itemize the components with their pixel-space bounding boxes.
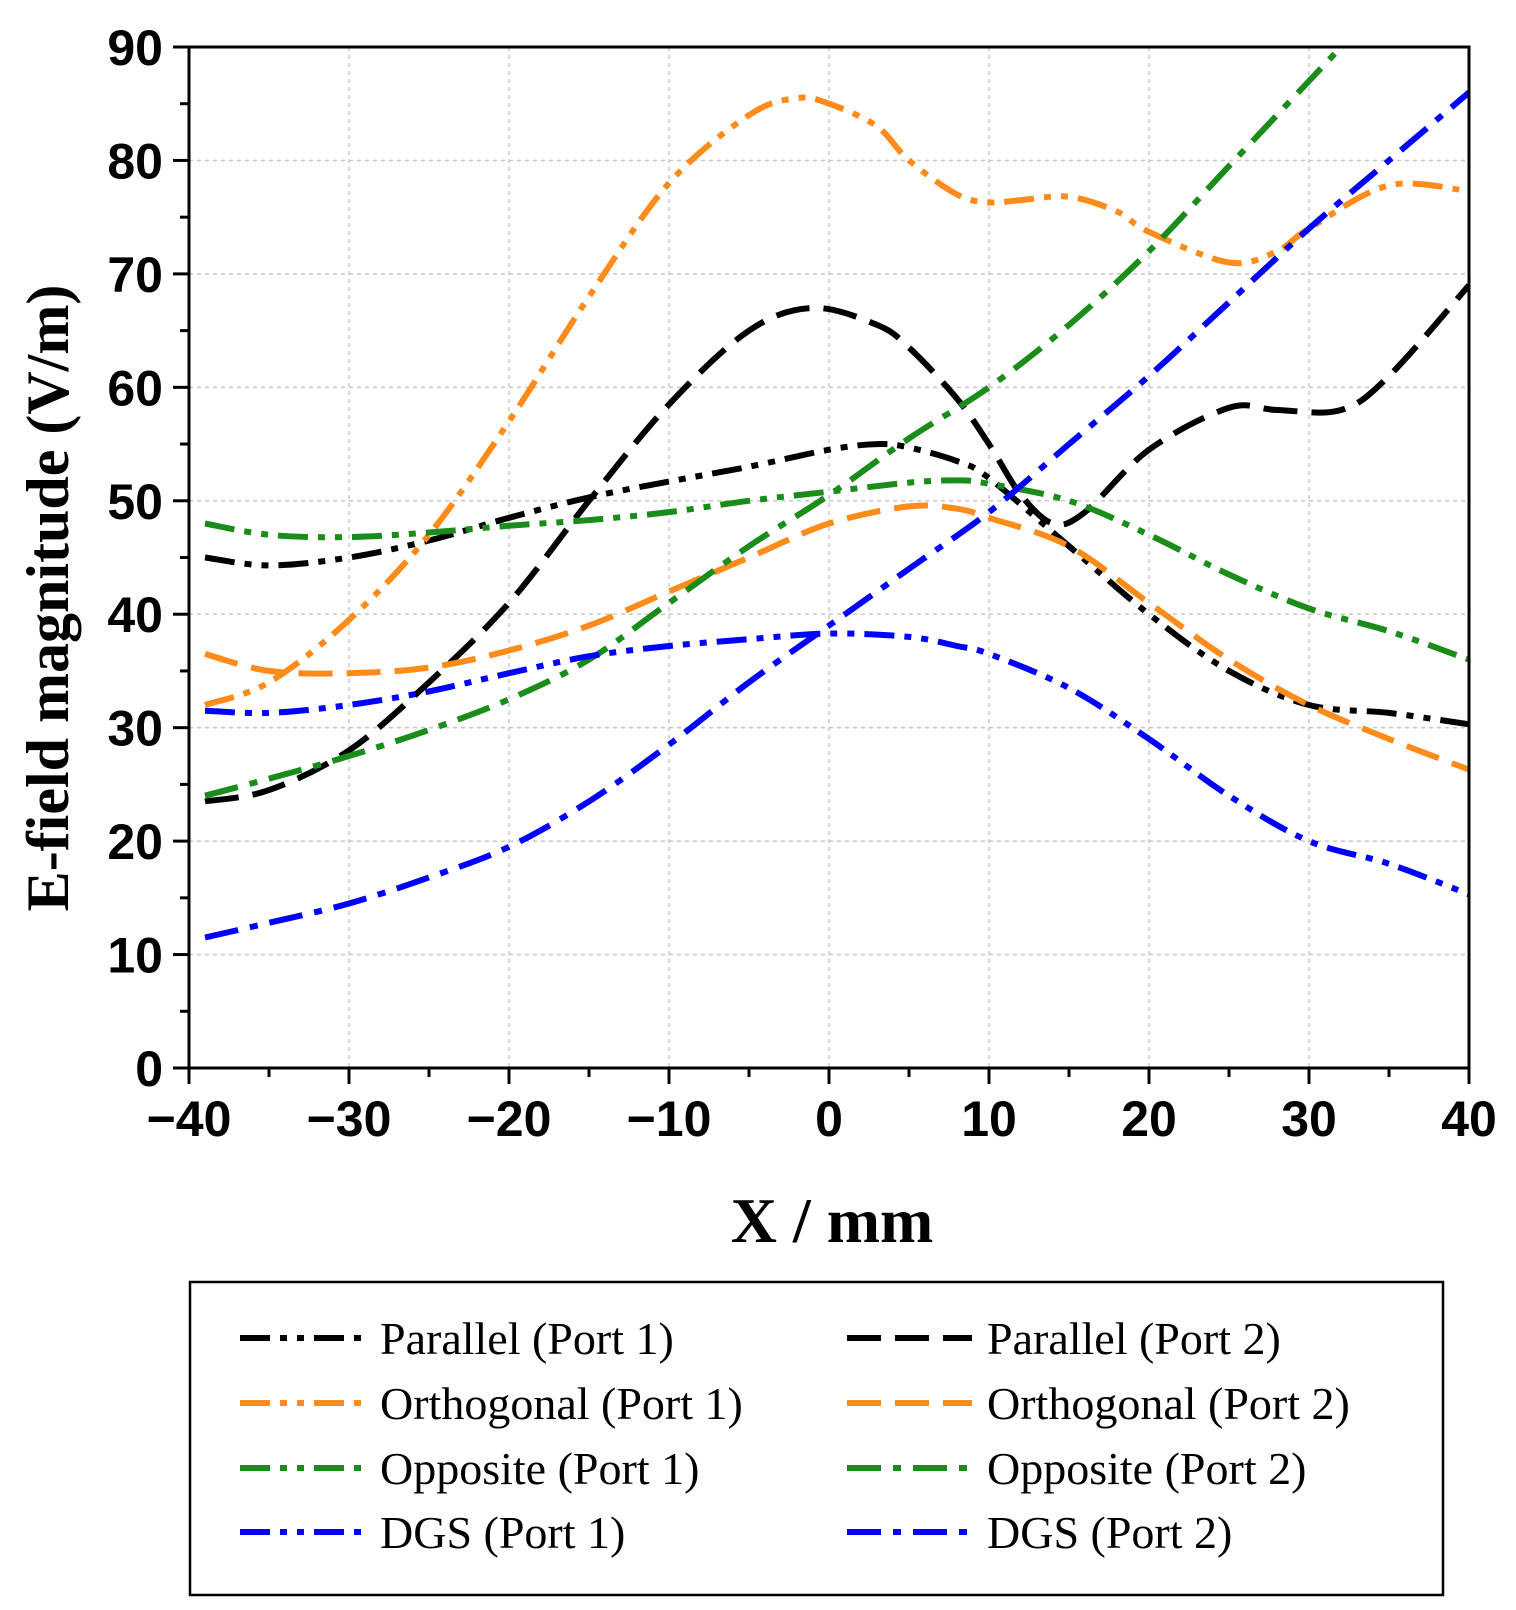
legend-label-parallel-port-1: Parallel (Port 1)	[380, 1313, 674, 1364]
x-tick-label: 0	[815, 1091, 843, 1147]
series-lines	[203, 47, 1469, 941]
series-line-opposite-port-2	[204, 47, 1344, 799]
series-line-parallel-port-2	[204, 283, 1469, 805]
legend: Parallel (Port 1) Parallel (Port 2) Orthog…	[240, 1313, 1350, 1558]
x-tick-label: −20	[467, 1091, 552, 1147]
y-tick-label: 60	[107, 360, 163, 416]
x-axis-title: X / mm	[731, 1185, 934, 1256]
y-tick-label: 30	[107, 701, 163, 757]
legend-label-dgs-port-2: DGS (Port 2)	[987, 1507, 1232, 1558]
y-tick-label: 10	[107, 928, 163, 984]
x-tick-label: 30	[1281, 1091, 1337, 1147]
y-tick-label: 70	[107, 247, 163, 303]
series-line-orthogonal-port-1	[203, 94, 1469, 708]
y-tick-labels: 0 10 20 30 40 50 60 70 80 90	[107, 20, 163, 1097]
x-tick-label: −40	[147, 1091, 232, 1147]
series-line-orthogonal-port-2	[204, 502, 1469, 773]
y-tick-label: 0	[135, 1041, 163, 1097]
x-tick-label: −10	[627, 1091, 712, 1147]
legend-label-orthogonal-port-1: Orthogonal (Port 1)	[380, 1378, 743, 1429]
y-tick-label: 20	[107, 814, 163, 870]
legend-label-orthogonal-port-2: Orthogonal (Port 2)	[987, 1378, 1350, 1429]
legend-label-parallel-port-2: Parallel (Port 2)	[987, 1313, 1281, 1364]
y-tick-label: 50	[107, 474, 163, 530]
y-tick-label: 80	[107, 133, 163, 189]
series-line-dgs-port-2	[204, 90, 1469, 941]
series-line-opposite-port-1	[204, 477, 1469, 663]
series-line-parallel-port-1	[204, 441, 1469, 728]
y-tick-label: 90	[107, 20, 163, 76]
series-line-dgs-port-1	[204, 630, 1469, 898]
y-axis-title: E-field magnitude (V/m)	[15, 285, 81, 912]
axis-ticks	[173, 45, 1471, 1084]
legend-label-opposite-port-1: Opposite (Port 1)	[380, 1443, 699, 1494]
legend-box	[188, 1280, 1445, 1597]
x-tick-label: 40	[1441, 1091, 1497, 1147]
grid-lines	[189, 47, 1469, 1068]
legend-label-opposite-port-2: Opposite (Port 2)	[987, 1443, 1306, 1494]
legend-label-dgs-port-1: DGS (Port 1)	[380, 1507, 625, 1558]
x-tick-label: −30	[307, 1091, 392, 1147]
x-tick-label: 20	[1121, 1091, 1177, 1147]
x-tick-labels: −40 −30 −20 −10 0 10 20 30 40	[147, 1091, 1497, 1147]
x-tick-label: 10	[961, 1091, 1017, 1147]
y-tick-label: 40	[107, 587, 163, 643]
